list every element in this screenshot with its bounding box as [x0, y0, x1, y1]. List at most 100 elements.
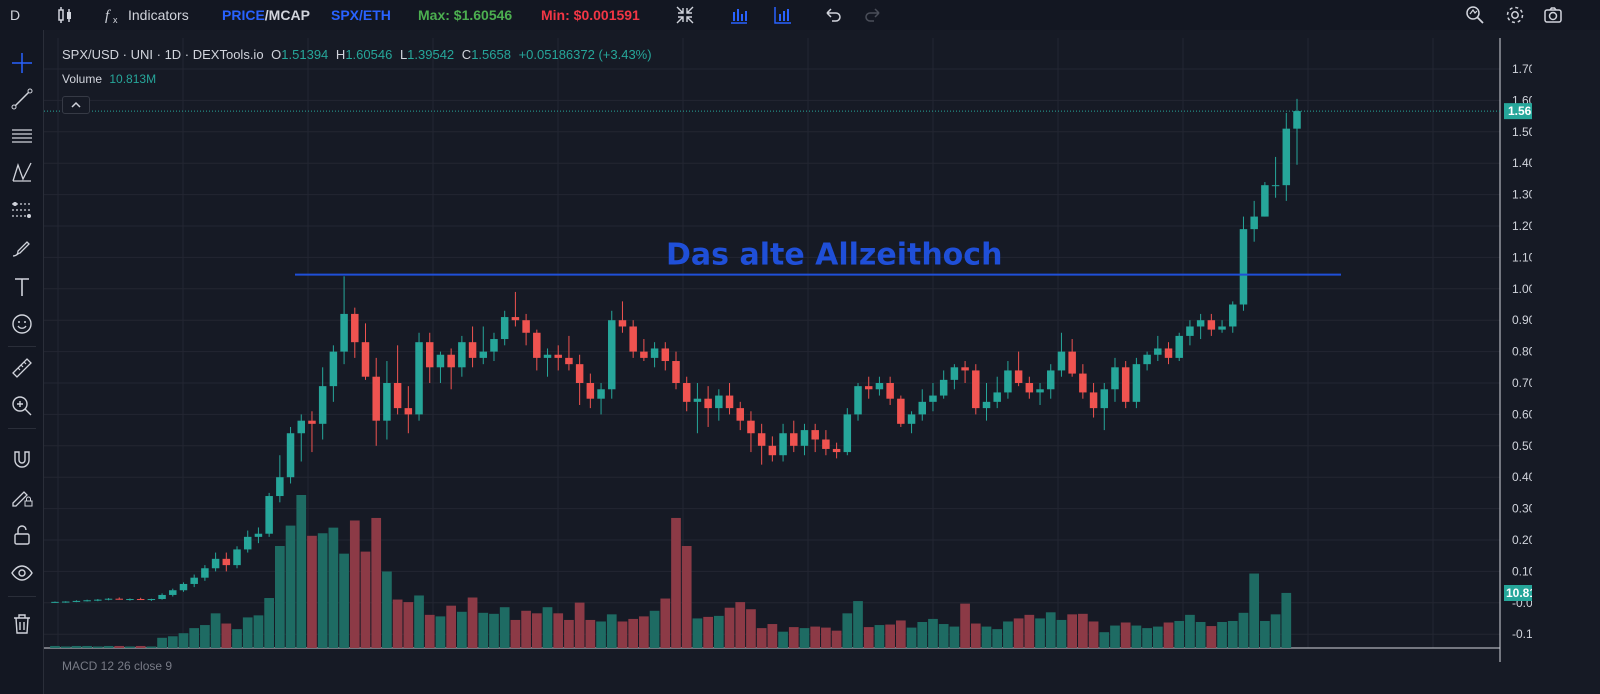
volume-bar: [863, 627, 874, 648]
volume-bar: [585, 619, 596, 648]
unlock-icon[interactable]: [9, 522, 35, 548]
toolbar-divider: [8, 596, 36, 597]
volume-bar: [874, 625, 885, 648]
high-label: H: [335, 47, 346, 62]
candle-body: [1014, 370, 1023, 383]
volume-bar: [981, 626, 992, 648]
bar-chart-icon[interactable]: [728, 4, 750, 26]
text-icon[interactable]: [9, 274, 35, 300]
candle-body: [843, 414, 852, 453]
camera-icon[interactable]: [1542, 4, 1564, 26]
max-price-label: Max: $1.60546: [418, 7, 513, 23]
candle-body: [447, 354, 455, 368]
volume-bar: [649, 610, 660, 648]
volume-label: Volume: [62, 72, 103, 86]
y-tick-label: -0.1000: [1512, 627, 1532, 641]
candle-body: [1079, 373, 1087, 393]
price-chart[interactable]: 1.701.601.501.401.301.201.101.00000.9000…: [44, 38, 1532, 662]
candle-body: [1154, 348, 1162, 355]
volume-bar: [778, 631, 788, 648]
candle-body: [179, 583, 188, 591]
trend-line-icon[interactable]: [9, 86, 35, 112]
y-tick-label: 0.7000: [1512, 376, 1532, 390]
volume-bar: [606, 614, 617, 648]
candle-body: [276, 477, 284, 497]
candle-body: [190, 577, 198, 584]
candle-body: [222, 558, 231, 566]
volume-bar: [296, 495, 307, 648]
candle-body: [51, 601, 59, 603]
candle-body: [1239, 229, 1248, 305]
volume-bar: [949, 626, 960, 648]
crosshair-icon[interactable]: [9, 50, 35, 76]
compress-icon[interactable]: [674, 4, 696, 26]
brush-icon[interactable]: [9, 236, 35, 262]
volume-bar: [1270, 614, 1281, 648]
eye-icon[interactable]: [9, 560, 35, 586]
candle-body: [1132, 364, 1141, 402]
volume-bar: [1206, 626, 1217, 648]
redo-icon[interactable]: [862, 4, 884, 26]
candle-body: [318, 386, 327, 424]
volume-bar: [82, 645, 92, 648]
ruler-icon[interactable]: [9, 355, 35, 381]
horizontal-lines-icon[interactable]: [9, 123, 35, 149]
indicators-button[interactable]: Indicators: [128, 7, 189, 23]
candle-body: [918, 401, 927, 415]
candle-body: [1271, 185, 1280, 187]
settings-icon[interactable]: [1504, 4, 1526, 26]
volume-bar: [842, 613, 853, 648]
last-volume-label: 10.813M: [1506, 586, 1532, 600]
lock-drawing-icon[interactable]: [9, 484, 35, 510]
undo-icon[interactable]: [822, 4, 844, 26]
fib-icon[interactable]: [9, 198, 35, 224]
y-tick-label: 1.30: [1512, 188, 1532, 202]
candle-body: [757, 433, 766, 446]
candle-body: [768, 445, 777, 456]
magnet-icon[interactable]: [9, 446, 35, 472]
volume-bar: [478, 612, 489, 648]
volume-bar: [756, 628, 767, 648]
volume-bar: [1185, 614, 1195, 648]
candle-body: [715, 395, 723, 409]
volume-bar: [1056, 619, 1067, 648]
volume-bar: [210, 613, 221, 648]
volume-bar: [1238, 612, 1249, 648]
candle-body: [169, 590, 177, 595]
price-mcap-toggle[interactable]: PRICE/MCAP: [222, 6, 310, 24]
trash-icon[interactable]: [9, 611, 35, 637]
volume-bar: [992, 629, 1003, 648]
collapse-legend-button[interactable]: [62, 96, 90, 114]
zoom-in-icon[interactable]: [9, 393, 35, 419]
candle-body: [201, 568, 209, 578]
y-tick-label: 1.40: [1512, 156, 1532, 170]
volume-bar: [339, 553, 349, 648]
symbol-label[interactable]: SPX/USD · UNI · 1D · DEXTools.io: [62, 47, 264, 62]
volume-bar: [446, 605, 457, 648]
volume-bar: [917, 621, 928, 648]
last-price-tag: [1504, 103, 1532, 120]
candle-body: [425, 342, 434, 368]
candle-body: [1282, 128, 1291, 186]
alert-icon[interactable]: [1464, 4, 1486, 26]
pair-toggle[interactable]: SPX/ETH: [331, 7, 391, 23]
volume-bar: [928, 618, 938, 648]
candle-body: [950, 367, 959, 380]
volume-legend: Volume 10.813M: [62, 72, 156, 86]
volume-bar: [467, 597, 478, 648]
interval-selector[interactable]: D: [10, 7, 21, 23]
chart-compare-icon[interactable]: [772, 4, 794, 26]
volume-bar: [906, 627, 917, 648]
y-tick-label: 1.0000: [1512, 282, 1532, 296]
y-tick-label: 0.8000: [1512, 345, 1532, 359]
candle-body: [158, 594, 166, 600]
candle-body: [661, 348, 670, 362]
emoji-icon[interactable]: [9, 311, 35, 337]
volume-bar: [1131, 625, 1142, 648]
candle-body: [1175, 335, 1183, 358]
candles-icon[interactable]: [54, 4, 76, 26]
candle-body: [340, 313, 348, 352]
candle-body: [265, 496, 273, 534]
pattern-icon[interactable]: [9, 160, 35, 186]
